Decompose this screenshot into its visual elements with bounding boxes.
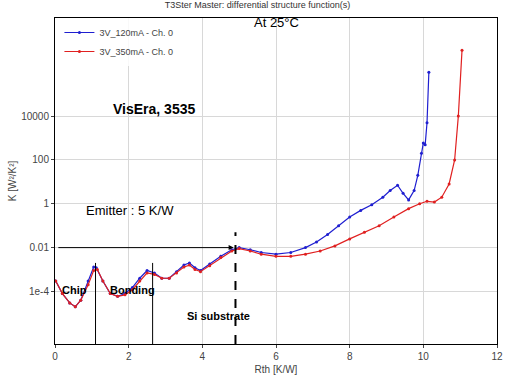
svg-text:K [W²/K²]: K [W²/K²] <box>7 161 18 202</box>
svg-text:Si substrate: Si substrate <box>187 310 250 322</box>
svg-text:0: 0 <box>52 351 58 362</box>
svg-text:12: 12 <box>491 351 503 362</box>
svg-text:10000: 10000 <box>21 111 49 122</box>
svg-text:1: 1 <box>43 198 49 209</box>
svg-text:At 25°C: At 25°C <box>254 15 299 30</box>
svg-text:1e-4: 1e-4 <box>29 286 49 297</box>
svg-text:T3Ster Master: differential st: T3Ster Master: differential structure fu… <box>165 0 350 10</box>
svg-text:4: 4 <box>200 351 206 362</box>
svg-text:3V_350mA - Ch. 0: 3V_350mA - Ch. 0 <box>99 47 173 57</box>
svg-text:6: 6 <box>273 351 279 362</box>
svg-text:Bonding: Bonding <box>110 284 155 296</box>
svg-text:8: 8 <box>347 351 353 362</box>
svg-text:Emitter : 5 K/W: Emitter : 5 K/W <box>86 203 174 218</box>
svg-text:Chip: Chip <box>62 284 87 296</box>
svg-text:0.01: 0.01 <box>30 242 50 253</box>
svg-text:2: 2 <box>126 351 132 362</box>
svg-text:10: 10 <box>418 351 430 362</box>
svg-text:VisEra, 3535: VisEra, 3535 <box>113 101 195 117</box>
svg-text:Rth [K/W]: Rth [K/W] <box>255 364 298 375</box>
svg-text:100: 100 <box>32 154 49 165</box>
svg-text:3V_120mA - Ch. 0: 3V_120mA - Ch. 0 <box>99 28 173 38</box>
